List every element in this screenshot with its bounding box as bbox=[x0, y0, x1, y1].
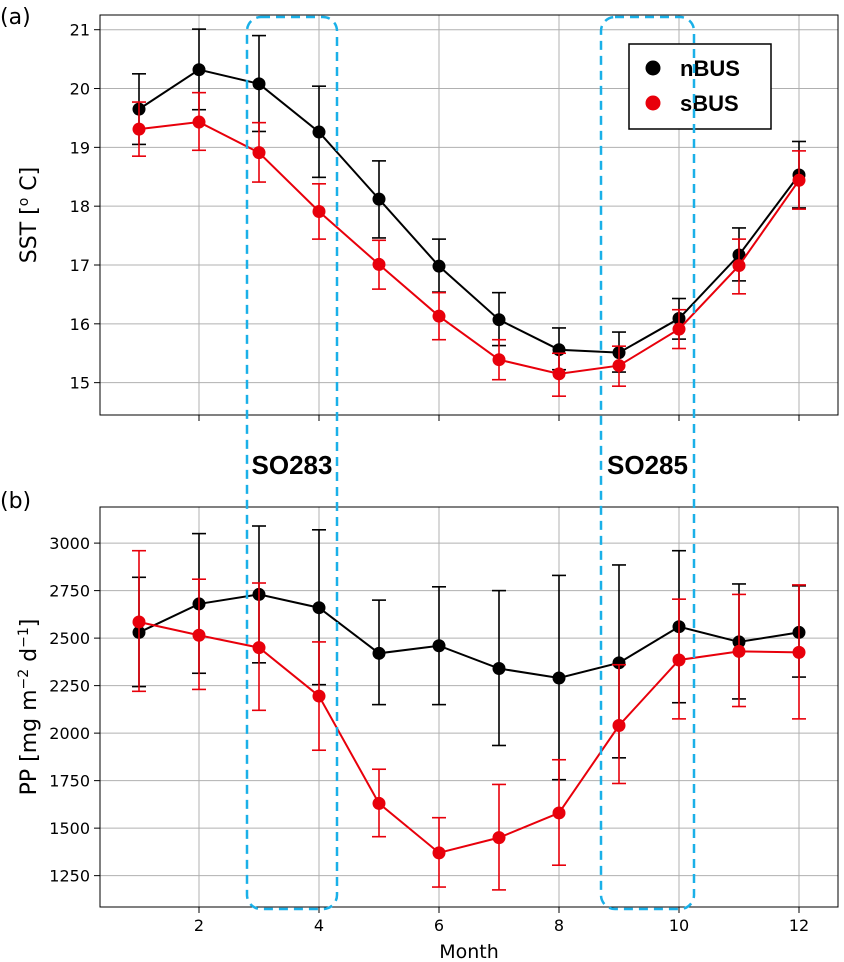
panel-a-label: (a) bbox=[0, 5, 31, 30]
panel-a-ylabel-tail: C] bbox=[17, 167, 42, 198]
campaign-box-so283 bbox=[245, 15, 339, 911]
b-y-tick-label: 2750 bbox=[49, 582, 90, 601]
a-point-nbus bbox=[312, 125, 326, 139]
panel-b-x-axis-label: Month bbox=[439, 941, 499, 962]
a-y-tick-label: 15 bbox=[70, 374, 90, 393]
panel-b-grid bbox=[100, 507, 838, 907]
legend-box bbox=[628, 43, 772, 130]
a-y-tick-label: 21 bbox=[70, 21, 90, 40]
panel-b-ylabel-tail: ] bbox=[17, 619, 42, 628]
b-line-nbus bbox=[138, 593, 800, 680]
a-point-sbus bbox=[372, 257, 386, 271]
a-point-nbus bbox=[432, 259, 446, 273]
b-point-sbus bbox=[492, 831, 506, 845]
b-x-tick-label: 6 bbox=[434, 916, 444, 935]
b-point-nbus bbox=[492, 662, 506, 676]
a-point-sbus bbox=[612, 359, 626, 373]
panel-b-pp: (b) 1250 1500 1750 2000 2250 2500 2750 3000 2 4 6… bbox=[0, 489, 839, 962]
legend-marker-nbus bbox=[645, 60, 661, 76]
panel-b-ylabel-sup1: −2 bbox=[16, 669, 32, 690]
panel-b-ylabel-main: PP [mg m bbox=[17, 689, 42, 795]
panel-a-y-ticks: 15 16 17 18 19 20 21 bbox=[70, 21, 100, 393]
b-y-tick-label: 1750 bbox=[49, 772, 90, 791]
b-x-tick-label: 10 bbox=[669, 916, 689, 935]
a-y-tick-label: 18 bbox=[70, 197, 90, 216]
b-y-tick-label: 2500 bbox=[49, 629, 90, 648]
a-point-nbus bbox=[252, 77, 266, 91]
b-y-tick-label: 3000 bbox=[49, 534, 90, 553]
a-point-nbus bbox=[492, 313, 506, 327]
b-x-tick-label: 2 bbox=[194, 916, 204, 935]
b-point-sbus bbox=[612, 719, 626, 733]
b-point-nbus bbox=[432, 639, 446, 653]
a-y-tick-label: 20 bbox=[70, 80, 90, 99]
panel-b-frame bbox=[99, 506, 839, 908]
b-point-sbus bbox=[312, 689, 326, 703]
b-point-sbus bbox=[552, 806, 566, 820]
b-y-tick-label: 2250 bbox=[49, 677, 90, 696]
campaign-label-so283: SO283 bbox=[252, 450, 333, 480]
panel-a-frame bbox=[99, 14, 839, 416]
legend-marker-sbus bbox=[645, 95, 661, 111]
panel-b-y-axis-label: PP [mg m−2 d−1] bbox=[16, 619, 42, 796]
legend: nBUS sBUS bbox=[628, 43, 772, 130]
panel-a-ylabel-main: SST [ bbox=[17, 206, 42, 263]
a-point-sbus bbox=[192, 115, 206, 129]
a-point-sbus bbox=[312, 204, 326, 218]
b-point-sbus bbox=[252, 641, 266, 655]
a-point-sbus bbox=[552, 367, 566, 381]
b-point-nbus bbox=[612, 656, 626, 670]
b-point-nbus bbox=[372, 646, 386, 660]
a-point-sbus bbox=[252, 146, 266, 160]
b-point-sbus bbox=[732, 644, 746, 658]
b-y-tick-label: 2000 bbox=[49, 724, 90, 743]
a-point-sbus bbox=[672, 322, 686, 336]
panel-b-label: (b) bbox=[0, 489, 31, 514]
a-line-nbus bbox=[138, 68, 800, 354]
panel-b-ylabel-mid: d bbox=[17, 648, 42, 669]
a-point-sbus bbox=[132, 122, 146, 136]
legend-label-sbus: sBUS bbox=[680, 91, 739, 116]
panel-b-ylabel-sup2: −1 bbox=[16, 627, 32, 648]
legend-label-nbus: nBUS bbox=[680, 56, 740, 81]
a-point-sbus bbox=[792, 173, 806, 187]
campaign-box-so285 bbox=[599, 15, 696, 911]
b-line-sbus bbox=[138, 620, 800, 854]
campaign-label-so285: SO285 bbox=[607, 450, 688, 480]
panel-b-series bbox=[132, 525, 806, 891]
b-point-sbus bbox=[432, 846, 446, 860]
panel-b-y-ticks: 1250 1500 1750 2000 2250 2500 2750 3000 bbox=[49, 534, 100, 886]
b-x-tick-label: 4 bbox=[314, 916, 324, 935]
b-y-tick-label: 1500 bbox=[49, 819, 90, 838]
b-x-tick-label: 8 bbox=[554, 916, 564, 935]
b-point-nbus bbox=[312, 601, 326, 615]
a-y-tick-label: 17 bbox=[70, 256, 90, 275]
a-y-tick-label: 16 bbox=[70, 315, 90, 334]
panel-a-ylabel-sup: o bbox=[16, 198, 32, 207]
a-point-sbus bbox=[432, 309, 446, 323]
b-point-sbus bbox=[132, 615, 146, 629]
b-y-tick-label: 1250 bbox=[49, 867, 90, 886]
panel-a-x-ticks bbox=[198, 415, 800, 421]
a-point-nbus bbox=[192, 63, 206, 77]
campaign-highlights: SO283 SO285 bbox=[245, 15, 696, 911]
b-point-sbus bbox=[192, 628, 206, 642]
panel-b-x-ticks: 2 4 6 8 10 12 bbox=[194, 907, 809, 935]
a-y-tick-label: 19 bbox=[70, 138, 90, 157]
a-line-sbus bbox=[138, 121, 800, 375]
panel-a-y-axis-label: SST [o C] bbox=[16, 167, 42, 263]
panel-a-sst: (a) 15 16 17 18 19 20 21 SST [o C] nBUS sBUS bbox=[0, 5, 839, 421]
a-point-nbus bbox=[372, 192, 386, 206]
b-point-nbus bbox=[552, 671, 566, 685]
b-point-sbus bbox=[372, 796, 386, 810]
a-point-sbus bbox=[492, 353, 506, 367]
b-point-sbus bbox=[672, 653, 686, 667]
panel-a-series bbox=[132, 28, 806, 397]
b-x-tick-label: 12 bbox=[789, 916, 809, 935]
a-point-sbus bbox=[732, 259, 746, 273]
b-point-sbus bbox=[792, 645, 806, 659]
